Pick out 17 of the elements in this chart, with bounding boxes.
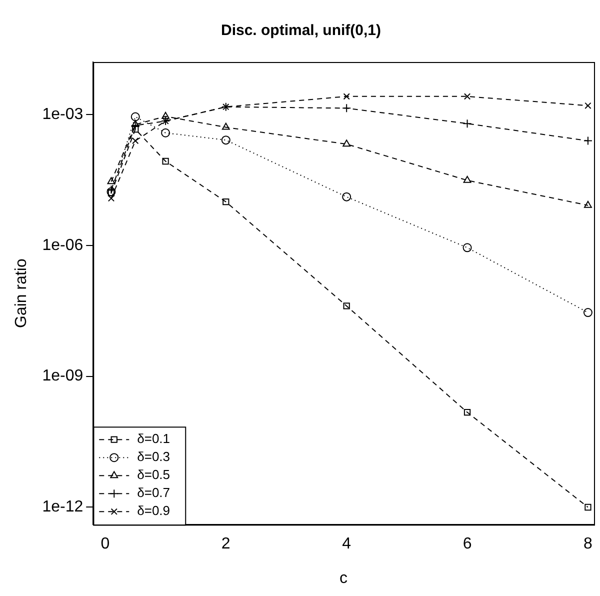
- legend-label: δ=0.5: [137, 467, 170, 482]
- y-tick-label: 1e-12: [42, 498, 84, 516]
- legend-label: δ=0.7: [137, 485, 170, 500]
- x-tick-label: 6: [462, 536, 472, 553]
- legend-label: δ=0.1: [137, 431, 170, 446]
- x-tick-label: 0: [100, 536, 110, 553]
- y-axis-title: Gain ratio: [13, 258, 30, 328]
- x-tick-label: 4: [342, 536, 352, 553]
- chart-title: Disc. optimal, unif(0,1): [220, 22, 382, 40]
- legend-label: δ=0.3: [137, 449, 170, 464]
- y-tick-label: 1e-03: [42, 106, 84, 123]
- y-tick-label: 1e-09: [42, 368, 84, 385]
- x-axis-title: c: [340, 570, 348, 587]
- y-tick-label: 1e-06: [42, 236, 84, 254]
- legend-label: δ=0.9: [137, 503, 170, 518]
- x-tick-label: 8: [584, 536, 593, 553]
- x-tick-label: 2: [221, 536, 230, 553]
